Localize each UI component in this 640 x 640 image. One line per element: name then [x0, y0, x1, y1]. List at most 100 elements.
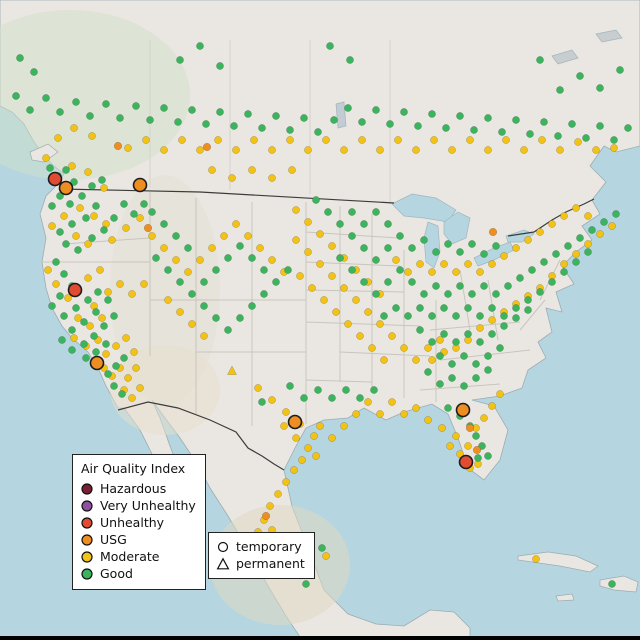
station-marker-good — [92, 202, 100, 210]
station-marker-good — [500, 312, 508, 320]
station-marker-good — [468, 290, 476, 298]
station-marker-good — [408, 278, 416, 286]
station-marker-moderate — [112, 342, 120, 350]
station-marker-moderate — [380, 356, 388, 364]
station-marker-unhealthy-large — [458, 454, 474, 470]
legend-item-moderate: Moderate — [80, 549, 196, 566]
station-marker-usg-large — [132, 177, 148, 193]
station-marker-good — [584, 248, 592, 256]
station-marker-good — [176, 278, 184, 286]
station-marker-good — [80, 340, 88, 348]
station-marker-good — [132, 102, 140, 110]
station-marker-good — [302, 580, 310, 588]
station-marker-usg-large — [89, 355, 105, 371]
station-marker-moderate — [172, 256, 180, 264]
station-marker-good — [536, 288, 544, 296]
station-marker-good — [100, 226, 108, 234]
station-marker-moderate — [124, 144, 132, 152]
aqi-legend-title: Air Quality Index — [81, 461, 186, 476]
station-marker-moderate — [48, 222, 56, 230]
station-marker-moderate — [328, 272, 336, 280]
station-marker-good — [56, 192, 64, 200]
station-marker-moderate — [608, 222, 616, 230]
station-marker-good — [404, 312, 412, 320]
station-marker-moderate — [164, 296, 172, 304]
station-marker-good — [484, 352, 492, 360]
station-marker-moderate — [68, 162, 76, 170]
station-marker-good — [148, 208, 156, 216]
station-marker-moderate — [340, 284, 348, 292]
station-marker-moderate — [148, 232, 156, 240]
station-marker-good — [440, 330, 448, 338]
station-marker-moderate — [328, 242, 336, 250]
station-marker-moderate — [488, 402, 496, 410]
station-marker-good — [110, 312, 118, 320]
station-marker-good — [372, 106, 380, 114]
station-marker-good — [356, 394, 364, 402]
station-marker-moderate — [290, 466, 298, 474]
station-marker-good — [68, 220, 76, 228]
station-marker-moderate — [96, 266, 104, 274]
usg-swatch-icon — [81, 534, 93, 546]
station-marker-good — [396, 266, 404, 274]
station-marker-good — [120, 200, 128, 208]
station-marker-unhealthy-large — [67, 282, 83, 298]
station-marker-good — [258, 398, 266, 406]
station-marker-moderate — [556, 146, 564, 154]
station-marker-good — [436, 352, 444, 360]
station-marker-good — [600, 218, 608, 226]
station-marker-good — [484, 114, 492, 122]
station-marker-good — [360, 220, 368, 228]
station-marker-good — [576, 234, 584, 242]
station-marker-good — [516, 274, 524, 282]
legend-item-usg: USG — [80, 532, 196, 549]
station-marker-good — [610, 136, 618, 144]
station-marker-good — [12, 92, 20, 100]
station-marker-good — [500, 322, 508, 330]
station-marker-good — [104, 370, 112, 378]
station-marker-moderate — [416, 260, 424, 268]
station-marker-moderate — [44, 266, 52, 274]
station-marker-good — [576, 72, 584, 80]
station-marker-good — [236, 242, 244, 250]
station-marker-moderate — [232, 146, 240, 154]
station-marker-moderate — [476, 268, 484, 276]
station-marker-moderate — [102, 350, 110, 358]
station-marker-moderate — [304, 248, 312, 256]
hispaniola — [599, 575, 639, 593]
station-marker-good — [448, 374, 456, 382]
station-marker-moderate — [288, 166, 296, 174]
station-marker-good — [336, 254, 344, 262]
station-marker-moderate — [72, 232, 80, 240]
legend-item-hazardous: Hazardous — [80, 481, 196, 498]
very-unhealthy-swatch-icon — [81, 500, 93, 512]
station-marker-moderate — [254, 384, 262, 392]
station-marker-moderate — [464, 260, 472, 268]
station-marker-moderate — [394, 136, 402, 144]
station-marker-moderate — [484, 146, 492, 154]
station-marker-moderate — [86, 322, 94, 330]
station-marker-moderate — [548, 220, 556, 228]
station-marker-moderate — [214, 136, 222, 144]
station-marker-moderate — [228, 174, 236, 182]
station-marker-moderate — [364, 398, 372, 406]
station-marker-moderate — [322, 136, 330, 144]
station-marker-good — [224, 254, 232, 262]
station-marker-good — [140, 200, 148, 208]
station-marker-moderate — [358, 136, 366, 144]
station-marker-good — [92, 348, 100, 356]
station-marker-moderate — [220, 232, 228, 240]
station-marker-moderate — [456, 450, 464, 458]
station-marker-good — [456, 282, 464, 290]
station-marker-good — [244, 110, 252, 118]
station-marker-moderate — [178, 136, 186, 144]
station-marker-moderate — [244, 232, 252, 240]
station-marker-good — [456, 248, 464, 256]
station-marker-good — [188, 290, 196, 298]
station-marker-good — [58, 336, 66, 344]
station-marker-good — [314, 128, 322, 136]
station-marker-moderate — [60, 212, 68, 220]
station-marker-moderate — [392, 256, 400, 264]
station-marker-good — [554, 132, 562, 140]
